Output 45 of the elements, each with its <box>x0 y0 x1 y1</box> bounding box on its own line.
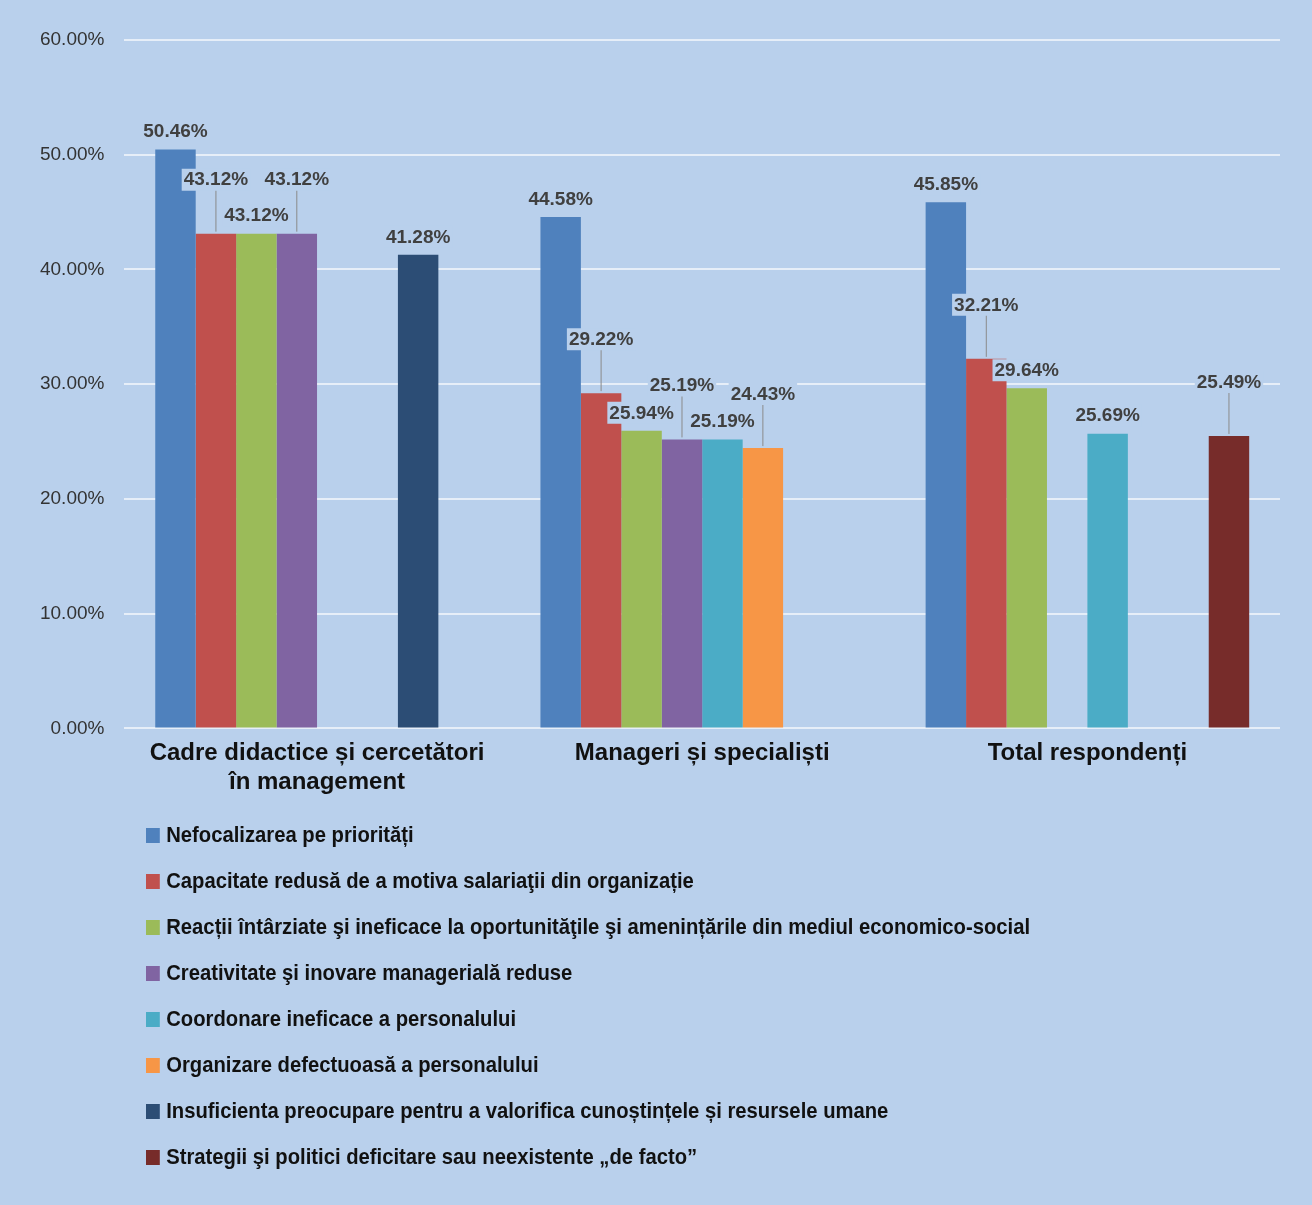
legend-label: Organizare defectuoasă a personalului <box>166 1052 539 1078</box>
legend-label: Reacții întârziate şi ineficace la oportunităţile şi amenințările din mediul economico-social <box>166 914 1031 940</box>
legend-label: Coordonare ineficace a personalului <box>166 1006 517 1032</box>
bar <box>397 254 439 728</box>
legend-label: Strategii şi politici deficitare sau neexistente „de facto” <box>166 1144 698 1170</box>
y-tick-label: 40.00% <box>39 257 105 279</box>
data-label: 25.19% <box>649 374 715 396</box>
legend-label: Capacitate redusă de a motiva salariaţii din organizație <box>166 868 694 894</box>
data-label: 41.28% <box>385 225 451 247</box>
data-label: 45.85% <box>913 173 979 195</box>
y-tick-label: 10.00% <box>39 601 105 623</box>
data-label: 25.49% <box>1196 370 1262 392</box>
data-label: 29.22% <box>568 327 634 349</box>
bar <box>1006 388 1047 728</box>
legend-label: Creativitate şi inovare managerială reduse <box>166 960 573 986</box>
data-label: 32.21% <box>954 293 1019 315</box>
legend-label: Insuficienta preocupare pentru a valorifica cunoștințele și resursele umane <box>166 1098 889 1124</box>
bar <box>621 430 662 728</box>
bar <box>702 439 743 728</box>
x-tick-label: Cadre didactice și cercetători în management <box>149 738 485 795</box>
x-tick-label: Manageri și specialiști <box>574 738 830 767</box>
bar <box>1087 433 1128 728</box>
data-label: 25.69% <box>1075 404 1140 426</box>
data-label: 29.64% <box>994 359 1060 381</box>
y-tick-label: 50.00% <box>39 142 105 164</box>
data-label: 24.43% <box>730 382 796 404</box>
data-label: 25.19% <box>690 410 755 432</box>
bar <box>195 233 237 728</box>
y-tick-label: 60.00% <box>39 28 105 50</box>
bar <box>742 448 784 728</box>
bar <box>1208 435 1250 728</box>
data-label: 43.12% <box>183 168 249 190</box>
legend-label: Nefocalizarea pe priorități <box>166 822 414 848</box>
bar <box>236 233 277 728</box>
data-label: 44.58% <box>528 187 593 209</box>
data-label: 43.12% <box>264 168 330 190</box>
y-tick-label: 20.00% <box>39 487 105 509</box>
data-label: 43.12% <box>224 204 289 226</box>
data-label: 25.94% <box>609 401 674 423</box>
bar <box>276 233 318 728</box>
data-label: 50.46% <box>143 120 208 142</box>
bar <box>661 439 703 728</box>
y-tick-label: 30.00% <box>39 372 105 394</box>
x-tick-label: Total respondenți <box>987 738 1188 767</box>
y-tick-label: 0.00% <box>50 716 105 738</box>
